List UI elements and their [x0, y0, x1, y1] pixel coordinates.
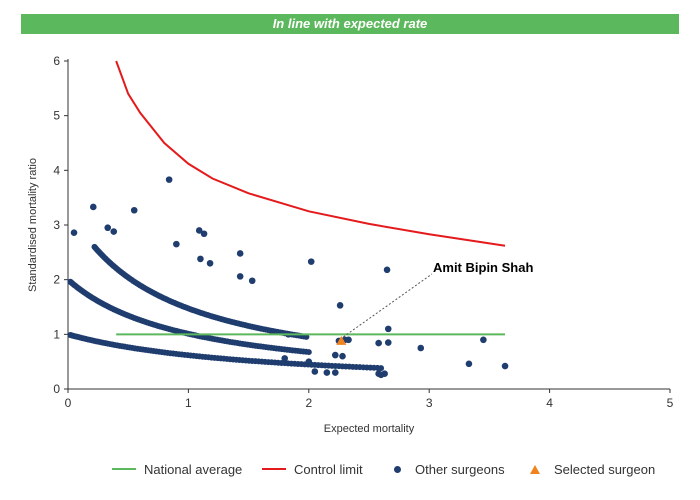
y-tick-label: 3: [53, 218, 60, 232]
surgeon-point: [248, 277, 256, 285]
surgeon-point: [236, 250, 244, 257]
surgeon-point: [104, 224, 112, 232]
selected-surgeon-group: Amit Bipin Shah: [336, 260, 533, 345]
y-axis-label: Standardised mortality ratio: [27, 158, 39, 292]
surgeon-point: [206, 259, 214, 267]
surgeon-point: [89, 203, 97, 211]
surgeon-point: [307, 258, 315, 265]
selected-surgeon-name: Amit Bipin Shah: [433, 260, 533, 275]
control-limit-curve: [115, 60, 506, 247]
surgeon-point: [331, 351, 339, 359]
legend-item-control-limit: Control limit: [262, 458, 363, 480]
legend-label-selected-surgeon: Selected surgeon: [554, 461, 656, 477]
surgeon-point: [339, 352, 346, 360]
legend: National average Control limit Other sur…: [0, 458, 700, 480]
reference-lines: [115, 60, 506, 336]
selected-surgeon-marker: [336, 335, 347, 345]
dot-icon: [394, 465, 401, 473]
surgeon-point: [281, 355, 289, 362]
surgeon-point: [70, 229, 78, 236]
x-tick-label: 0: [65, 396, 72, 410]
surgeon-point: [480, 336, 487, 344]
surgeon-point: [383, 266, 391, 274]
surgeon-point: [311, 368, 319, 375]
surgeon-point: [375, 339, 382, 347]
legend-line-icon: [262, 468, 286, 470]
other-surgeons-points: [70, 176, 509, 379]
legend-item-other-surgeons: Other surgeons: [386, 458, 505, 480]
surgeon-point: [336, 302, 344, 309]
surgeon-point: [384, 339, 392, 346]
surgeon-point: [305, 349, 312, 356]
legend-line-icon: [112, 468, 136, 470]
surgeon-point: [200, 230, 208, 238]
surgeon-point: [501, 362, 509, 370]
axes: 0 1 2 3 4 5 6 0 1 2 3 4 5 Expected mortality Standardi…: [27, 54, 674, 435]
x-tick-label: 5: [667, 396, 674, 410]
surgeon-point: [331, 369, 339, 376]
surgeon-point: [195, 227, 203, 234]
status-banner: In line with expected rate: [21, 14, 679, 34]
legend-label-other-surgeons: Other surgeons: [415, 461, 505, 477]
y-tick-label: 2: [53, 273, 60, 287]
surgeon-point: [417, 344, 425, 352]
funnel-plot: 0 1 2 3 4 5 6 0 1 2 3 4 5 Expected mortality Standardi…: [27, 54, 674, 435]
surgeon-point: [173, 240, 180, 248]
y-tick-label: 4: [53, 163, 60, 177]
surgeon-point: [377, 371, 385, 379]
surgeon-point: [378, 365, 385, 372]
y-tick-label: 0: [53, 382, 60, 396]
x-tick-label: 2: [305, 396, 312, 410]
surgeon-point: [110, 228, 118, 235]
y-tick-label: 6: [53, 54, 60, 68]
x-tick-label: 4: [546, 396, 553, 410]
surgeon-point: [323, 369, 331, 376]
legend-item-national-average: National average: [112, 458, 242, 480]
surgeon-point: [130, 206, 138, 214]
surgeon-point: [236, 273, 244, 280]
x-tick-label: 1: [185, 396, 192, 410]
surgeon-point: [345, 336, 352, 344]
surgeon-point: [197, 255, 204, 263]
surgeon-point: [165, 176, 173, 183]
legend-label-national-average: National average: [144, 461, 243, 477]
surgeon-point: [384, 325, 392, 333]
surgeon-point: [305, 358, 313, 365]
legend-label-control-limit: Control limit: [294, 461, 363, 477]
y-tick-label: 1: [53, 327, 60, 341]
x-tick-label: 3: [426, 396, 433, 410]
surgeon-curve-bands: [67, 243, 385, 372]
legend-item-selected-surgeon: Selected surgeon: [524, 458, 655, 480]
y-tick-label: 5: [53, 109, 60, 123]
surgeon-point: [303, 333, 310, 340]
triangle-icon: [530, 464, 540, 474]
x-axis-label: Expected mortality: [324, 423, 415, 435]
surgeon-point: [465, 360, 473, 368]
